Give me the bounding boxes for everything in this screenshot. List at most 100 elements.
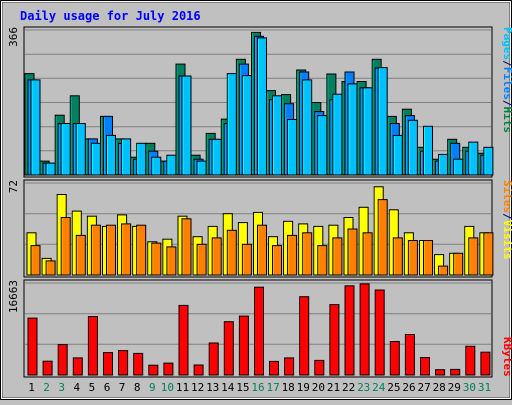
bar-pages-day-2: [45, 162, 56, 176]
bars: [24, 31, 494, 376]
x-tick-label: 22: [342, 381, 355, 394]
bar-pages-day-29: [453, 158, 464, 176]
x-tick-label: 23: [357, 381, 370, 394]
bar-sites-day-2: [45, 260, 56, 276]
middle-legend: Sites/Visits: [501, 180, 512, 260]
bar-sites-day-29: [453, 252, 464, 276]
bar-pages-day-28: [438, 153, 449, 176]
bar-sites-day-18: [287, 234, 298, 276]
chart-title: Daily usage for July 2016: [20, 9, 201, 23]
bar-kbytes-day-4: [72, 357, 83, 376]
x-tick-label: 24: [372, 381, 386, 394]
x-tick-label: 12: [191, 381, 204, 394]
x-tick-label: 1: [28, 381, 35, 394]
bar-kbytes-day-11: [178, 304, 189, 376]
bar-pages-day-31: [483, 146, 494, 176]
x-tick-label: 29: [448, 381, 461, 394]
x-tick-label: 30: [463, 381, 476, 394]
x-tick-label: 15: [236, 381, 249, 394]
bar-pages-day-11: [181, 75, 192, 176]
bar-sites-day-15: [241, 243, 252, 276]
bar-sites-day-28: [438, 265, 449, 276]
bar-kbytes-day-28: [435, 369, 446, 376]
x-tick-label: 13: [206, 381, 219, 394]
x-tick-label: 14: [221, 381, 235, 394]
legend-sep-1: /: [501, 60, 512, 67]
bar-kbytes-day-16: [254, 286, 264, 376]
bar-sites-day-5: [90, 224, 101, 276]
bar-sites-day-1: [30, 245, 41, 276]
bar-pages-day-22: [347, 83, 358, 176]
legend-files: Files: [501, 67, 512, 100]
bar-sites-day-23: [362, 232, 373, 276]
x-tick-label: 31: [478, 381, 491, 394]
bar-pages-day-26: [407, 119, 418, 176]
bar-sites-day-6: [106, 224, 116, 276]
bar-kbytes-day-22: [344, 285, 355, 376]
bar-kbytes-day-10: [163, 362, 174, 376]
bar-pages-day-24: [377, 67, 388, 176]
bar-sites-day-16: [257, 224, 267, 276]
x-tick-label: 4: [73, 381, 80, 394]
x-tick-label: 21: [327, 381, 340, 394]
bar-pages-day-21: [332, 93, 343, 176]
bar-sites-day-20: [317, 245, 328, 276]
x-tick-label: 25: [387, 381, 400, 394]
top-legend: Pages/Files/Hits: [501, 27, 512, 133]
x-tick-label: 7: [119, 381, 126, 394]
bar-pages-day-12: [196, 160, 207, 176]
x-tick-label: 11: [176, 381, 189, 394]
outer-frame-shadow: [2, 2, 510, 398]
top-ymax-label: 366: [7, 27, 20, 47]
bar-sites-day-24: [377, 199, 388, 276]
bar-sites-day-4: [75, 234, 86, 276]
bar-sites-day-3: [60, 217, 71, 276]
bar-sites-day-26: [407, 240, 418, 276]
bar-kbytes-day-5: [87, 316, 98, 376]
bar-sites-day-27: [423, 240, 433, 276]
bar-kbytes-day-26: [404, 334, 415, 376]
bar-sites-day-30: [468, 237, 479, 276]
x-tick-label: 28: [433, 381, 446, 394]
bar-pages-day-6: [106, 134, 116, 176]
bar-kbytes-day-3: [57, 344, 68, 376]
bar-pages-day-1: [30, 79, 41, 176]
bar-kbytes-day-12: [193, 364, 204, 376]
bar-kbytes-day-13: [208, 342, 219, 376]
bar-kbytes-day-21: [329, 304, 340, 376]
bar-pages-day-18: [287, 119, 298, 176]
bar-kbytes-day-19: [299, 296, 310, 376]
bar-pages-day-5: [90, 142, 101, 176]
bar-pages-day-27: [423, 125, 433, 176]
bar-pages-day-23: [362, 87, 373, 176]
bar-pages-day-3: [60, 123, 71, 176]
bar-sites-day-11: [181, 218, 192, 276]
bar-kbytes-day-27: [420, 357, 430, 376]
bar-sites-day-31: [483, 232, 494, 276]
x-tick-label: 26: [402, 381, 415, 394]
bar-kbytes-day-25: [389, 341, 400, 376]
bar-pages-day-7: [121, 138, 132, 176]
bar-sites-day-8: [136, 224, 147, 276]
bar-sites-day-19: [302, 232, 313, 276]
bar-pages-day-9: [151, 156, 162, 176]
bar-sites-day-9: [151, 242, 162, 276]
bar-kbytes-day-18: [284, 357, 295, 376]
x-tick-label: 19: [297, 381, 310, 394]
x-tick-label: 27: [417, 381, 430, 394]
x-tick-label: 18: [282, 381, 295, 394]
bar-sites-day-17: [272, 245, 282, 276]
bar-kbytes-day-30: [465, 345, 476, 376]
bar-pages-day-25: [392, 134, 403, 176]
bar-sites-day-14: [226, 229, 237, 276]
bottom-legend: KBytes: [501, 337, 512, 377]
bar-pages-day-10: [166, 154, 177, 176]
bar-kbytes-day-6: [103, 352, 113, 376]
bar-kbytes-day-1: [27, 317, 38, 376]
bar-pages-day-30: [468, 141, 479, 176]
bar-pages-day-8: [136, 142, 147, 176]
bar-kbytes-day-9: [148, 364, 159, 376]
bottom-ymax-label: 16663: [7, 280, 20, 313]
